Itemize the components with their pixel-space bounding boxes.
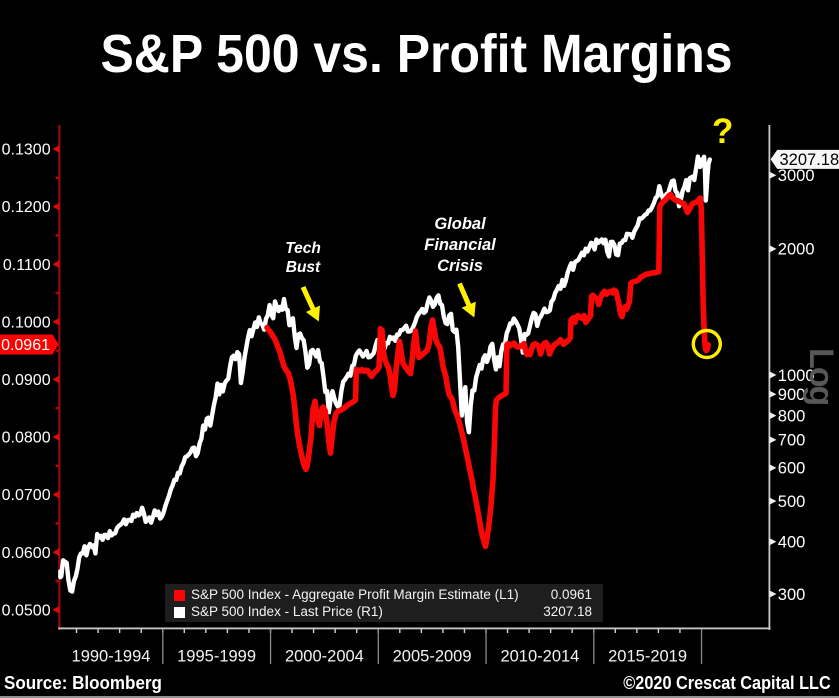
- svg-text:400: 400: [778, 534, 806, 552]
- svg-text:0.0800: 0.0800: [2, 430, 51, 447]
- svg-text:2015-2019: 2015-2019: [608, 648, 687, 666]
- svg-text:0.1200: 0.1200: [2, 199, 51, 216]
- svg-text:0.0900: 0.0900: [2, 372, 51, 389]
- svg-text:0.0961: 0.0961: [1, 337, 50, 354]
- svg-text:0.1000: 0.1000: [2, 314, 51, 331]
- svg-text:300: 300: [778, 586, 806, 604]
- svg-text:0.1100: 0.1100: [3, 257, 51, 274]
- svg-text:1990-1994: 1990-1994: [72, 648, 151, 666]
- svg-text:0.0600: 0.0600: [2, 545, 51, 562]
- svg-text:3207.18: 3207.18: [780, 151, 839, 169]
- svg-text:2005-2009: 2005-2009: [393, 648, 472, 666]
- svg-text:0.0500: 0.0500: [2, 602, 51, 619]
- svg-text:0.0700: 0.0700: [2, 487, 51, 504]
- svg-text:700: 700: [778, 432, 806, 450]
- svg-text:500: 500: [778, 493, 806, 511]
- svg-text:2010-2014: 2010-2014: [500, 648, 579, 666]
- svg-text:1000: 1000: [778, 367, 815, 385]
- svg-text:2000-2004: 2000-2004: [285, 648, 364, 666]
- svg-text:Log: Log: [802, 348, 839, 405]
- svg-text:0.1300: 0.1300: [2, 142, 51, 159]
- svg-text:2000: 2000: [778, 241, 815, 259]
- svg-text:600: 600: [778, 460, 806, 478]
- svg-text:900: 900: [778, 386, 806, 404]
- svg-text:3000: 3000: [778, 167, 815, 185]
- svg-text:800: 800: [778, 407, 806, 425]
- svg-text:1995-1999: 1995-1999: [177, 648, 256, 666]
